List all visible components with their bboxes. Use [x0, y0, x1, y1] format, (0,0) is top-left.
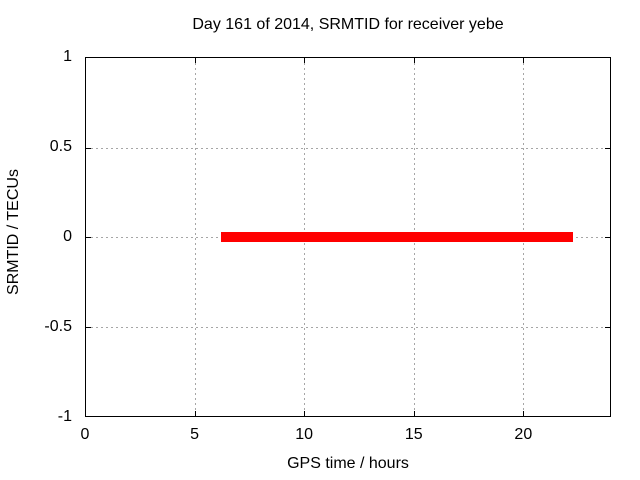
y-tick-label: -0.5	[44, 318, 72, 335]
x-tick-mark-bottom	[304, 411, 306, 416]
y-tick-mark-right	[605, 326, 610, 328]
y-tick-mark-right	[605, 147, 610, 149]
x-tick-labels: 0 5 10 15 20	[81, 426, 611, 446]
x-tick-label: 0	[80, 426, 90, 443]
y-tick-label: -1	[57, 408, 72, 425]
chart-title: Day 161 of 2014, SRMTID for receiver yeb…	[192, 16, 504, 33]
y-tick-mark-right	[605, 237, 610, 238]
x-tick-mark-bottom	[413, 411, 415, 416]
x-tick-mark-bottom	[522, 411, 524, 416]
y-tick-mark-left	[86, 237, 91, 238]
x-tick-label: 20	[514, 426, 533, 443]
y-tick-mark-left	[86, 147, 91, 149]
y-tick-label: 0	[63, 228, 72, 245]
plot-area	[85, 57, 611, 417]
data-series-line	[221, 232, 573, 242]
y-tick-mark-left	[86, 326, 91, 328]
y-gridline	[86, 147, 610, 149]
y-gridline	[86, 326, 610, 328]
x-axis-label: GPS time / hours	[287, 455, 409, 472]
x-tick-mark-top	[304, 58, 306, 63]
x-tick-mark-top	[195, 58, 197, 63]
y-tick-label: 1	[63, 48, 72, 65]
x-tick-label: 5	[190, 426, 200, 443]
y-tick-label: 0.5	[49, 138, 72, 155]
x-tick-mark-top	[413, 58, 415, 63]
y-tick-labels: 1 0.5 0 -0.5 -1	[0, 48, 72, 425]
x-tick-mark-top	[522, 58, 524, 63]
x-tick-label: 10	[295, 426, 314, 443]
x-tick-mark-bottom	[195, 411, 197, 416]
x-tick-label: 15	[404, 426, 423, 443]
